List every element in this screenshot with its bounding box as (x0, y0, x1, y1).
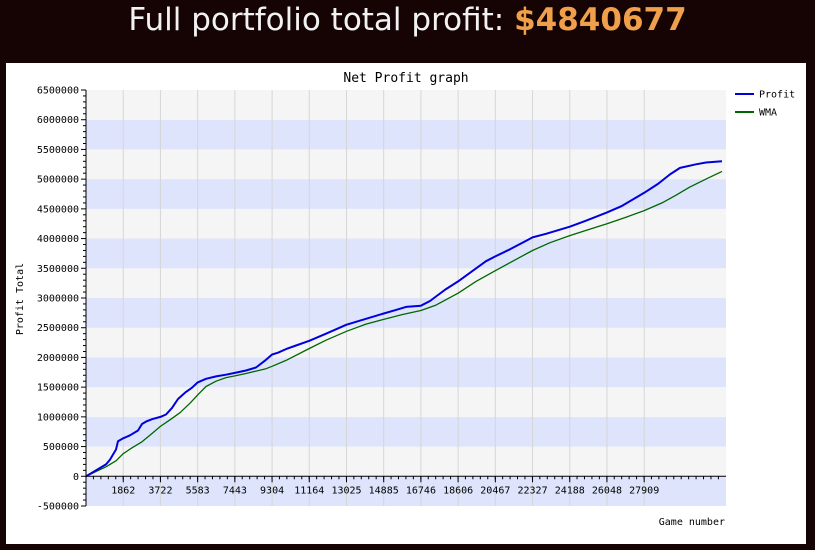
series-line-wma (85, 170, 723, 477)
y-tick-label: 5000000 (37, 175, 79, 186)
y-tick-label: 3000000 (37, 294, 79, 305)
x-tick-label: 22327 (517, 485, 547, 496)
x-tick-label: 16746 (406, 485, 436, 496)
y-tick-label: 0 (73, 472, 79, 483)
portfolio-total-amount: $4840677 (514, 2, 687, 38)
y-tick-label: 3500000 (37, 264, 79, 275)
y-axis-label: Profit Total (15, 263, 26, 335)
legend-label-profit: Profit (759, 90, 795, 101)
x-tick-label: 18606 (443, 485, 473, 496)
x-tick-label: 13025 (331, 485, 361, 496)
y-tick-label: 2500000 (37, 323, 79, 334)
chart-title: Net Profit graph (343, 71, 468, 86)
y-tick-label: 2000000 (37, 353, 79, 364)
plot-band (86, 387, 726, 417)
x-tick-label: 14885 (369, 485, 399, 496)
legend: Profit WMA (735, 90, 795, 119)
vertical-gridlines (122, 90, 645, 506)
x-tick-label: 27909 (629, 485, 659, 496)
x-axis-label: Game number (659, 517, 725, 528)
plot-band (86, 416, 726, 447)
plot-band (86, 476, 726, 506)
plot-band (86, 90, 726, 120)
x-tick-label: 24188 (555, 485, 585, 496)
x-tick-label: 7443 (223, 485, 247, 496)
plot-bands (86, 90, 726, 506)
x-tick-label: 20467 (480, 485, 510, 496)
plot-band (86, 357, 726, 388)
chart-panel: 6500000 6000000 5500000 5000000 4500000 40000… (6, 63, 806, 544)
x-tick-label: 3722 (148, 485, 172, 496)
plot-band (86, 238, 726, 269)
plot-band (86, 119, 726, 150)
series-line-profit (85, 160, 723, 478)
y-tick-label: 500000 (43, 442, 79, 453)
y-tick-label: 1000000 (37, 412, 79, 423)
y-tick-label: 1500000 (37, 383, 79, 394)
y-tick-label: -500000 (37, 502, 79, 513)
x-tick-label: 26048 (592, 485, 622, 496)
portfolio-total-label: Full portfolio total profit: (128, 2, 505, 38)
x-axis-ticks: 1862 3722 5583 7443 9304 11164 13025 14885 16746… (85, 476, 719, 496)
plot-band (86, 179, 726, 209)
plot-band (86, 298, 726, 328)
portfolio-total-header: Full portfolio total profit: $4840677 (0, 0, 815, 42)
y-axis-ticks: 6500000600000055000005000000450000040000… (37, 86, 86, 513)
y-tick-label: 4500000 (37, 204, 79, 215)
y-tick-label: 6500000 (37, 86, 79, 97)
plot-band (86, 446, 726, 477)
legend-label-wma: WMA (759, 108, 777, 119)
x-tick-label: 1862 (111, 485, 135, 496)
plot-band (86, 149, 726, 180)
plot-band (86, 208, 726, 239)
series-layer (85, 160, 723, 478)
plot-band (86, 327, 726, 358)
y-tick-label: 5500000 (37, 145, 79, 156)
x-tick-label: 9304 (260, 485, 284, 496)
plot-band (86, 268, 726, 298)
y-tick-label: 6000000 (37, 115, 79, 126)
net-profit-chart: 6500000600000055000005000000450000040000… (15, 71, 795, 528)
y-tick-label: 4000000 (37, 234, 79, 245)
x-tick-label: 5583 (186, 485, 210, 496)
x-tick-label: 11164 (294, 485, 324, 496)
